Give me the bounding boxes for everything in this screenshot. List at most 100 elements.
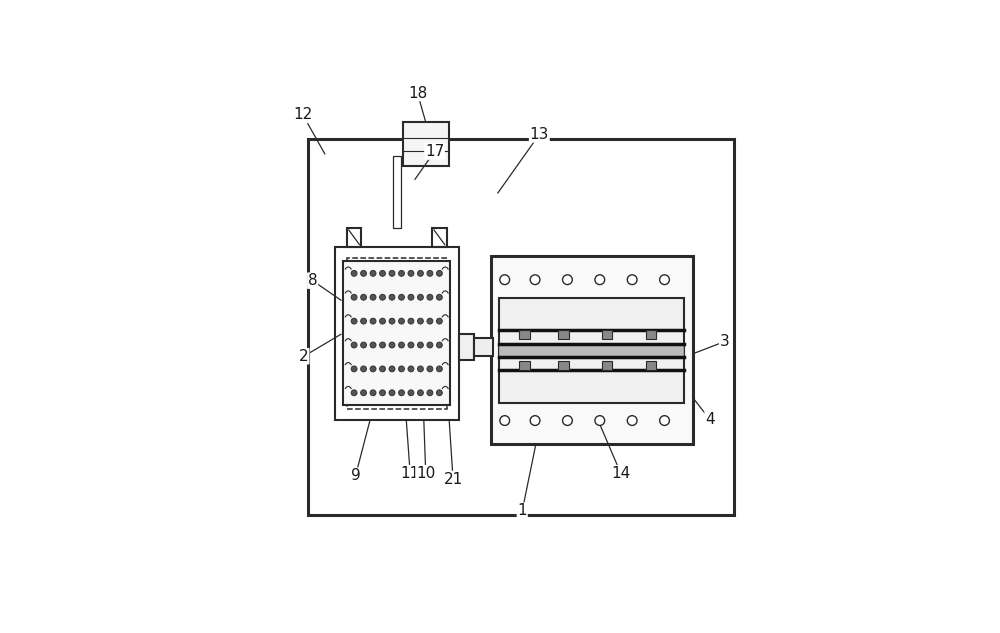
- Circle shape: [380, 270, 385, 276]
- Bar: [403, 122, 449, 166]
- Circle shape: [361, 294, 366, 300]
- Circle shape: [418, 390, 423, 396]
- Circle shape: [399, 270, 404, 276]
- Circle shape: [389, 366, 395, 372]
- Circle shape: [351, 270, 357, 276]
- Circle shape: [408, 390, 414, 396]
- Circle shape: [436, 342, 442, 348]
- Bar: [335, 247, 459, 420]
- Circle shape: [427, 318, 433, 324]
- Circle shape: [370, 318, 376, 324]
- Circle shape: [408, 342, 414, 348]
- Circle shape: [595, 416, 605, 425]
- Circle shape: [408, 318, 414, 324]
- Circle shape: [660, 275, 669, 285]
- Circle shape: [427, 270, 433, 276]
- Bar: [347, 228, 361, 247]
- Bar: [343, 261, 450, 405]
- Circle shape: [595, 275, 605, 285]
- Circle shape: [389, 294, 395, 300]
- Circle shape: [399, 294, 404, 300]
- Bar: [646, 330, 656, 339]
- Circle shape: [418, 294, 423, 300]
- Text: 1: 1: [517, 503, 527, 518]
- Circle shape: [436, 318, 442, 324]
- Text: 17: 17: [425, 144, 444, 159]
- Circle shape: [627, 416, 637, 425]
- Text: 2: 2: [299, 349, 309, 364]
- Text: 8: 8: [308, 273, 317, 288]
- Circle shape: [530, 275, 540, 285]
- Bar: [499, 344, 684, 357]
- Circle shape: [370, 270, 376, 276]
- Circle shape: [361, 390, 366, 396]
- Circle shape: [370, 366, 376, 372]
- Circle shape: [361, 366, 366, 372]
- Text: 4: 4: [705, 412, 715, 427]
- Circle shape: [399, 390, 404, 396]
- Circle shape: [418, 270, 423, 276]
- Bar: [558, 361, 569, 370]
- Circle shape: [408, 294, 414, 300]
- Circle shape: [351, 294, 357, 300]
- Circle shape: [399, 318, 404, 324]
- Bar: [347, 258, 447, 409]
- Circle shape: [427, 294, 433, 300]
- Text: 12: 12: [293, 108, 313, 122]
- Bar: [519, 330, 530, 339]
- Circle shape: [436, 390, 442, 396]
- Bar: [308, 139, 734, 515]
- Circle shape: [370, 390, 376, 396]
- Circle shape: [436, 270, 442, 276]
- Circle shape: [408, 366, 414, 372]
- Bar: [602, 361, 612, 370]
- Circle shape: [563, 275, 572, 285]
- Text: 10: 10: [416, 466, 435, 480]
- Circle shape: [408, 270, 414, 276]
- Bar: [432, 228, 447, 247]
- Circle shape: [399, 366, 404, 372]
- Bar: [558, 330, 569, 339]
- Text: 13: 13: [530, 127, 549, 142]
- Circle shape: [351, 366, 357, 372]
- Bar: [474, 337, 493, 356]
- Circle shape: [380, 342, 385, 348]
- Circle shape: [351, 342, 357, 348]
- Bar: [393, 156, 401, 228]
- Circle shape: [418, 318, 423, 324]
- Circle shape: [389, 342, 395, 348]
- Circle shape: [436, 366, 442, 372]
- Circle shape: [380, 390, 385, 396]
- Circle shape: [380, 294, 385, 300]
- Circle shape: [380, 366, 385, 372]
- Text: 14: 14: [611, 466, 630, 480]
- Bar: [602, 330, 612, 339]
- Circle shape: [370, 342, 376, 348]
- Circle shape: [389, 318, 395, 324]
- Circle shape: [399, 342, 404, 348]
- Bar: [519, 361, 530, 370]
- Circle shape: [351, 318, 357, 324]
- Circle shape: [500, 275, 510, 285]
- Circle shape: [660, 416, 669, 425]
- Circle shape: [427, 390, 433, 396]
- Circle shape: [563, 416, 572, 425]
- Circle shape: [418, 366, 423, 372]
- Bar: [499, 298, 684, 403]
- Text: 11: 11: [401, 466, 420, 480]
- Circle shape: [427, 366, 433, 372]
- Text: 21: 21: [443, 472, 463, 487]
- Circle shape: [361, 318, 366, 324]
- Circle shape: [361, 342, 366, 348]
- Circle shape: [389, 390, 395, 396]
- Bar: [491, 256, 693, 444]
- Bar: [459, 334, 474, 360]
- Circle shape: [418, 342, 423, 348]
- Circle shape: [389, 270, 395, 276]
- Text: 3: 3: [720, 334, 729, 349]
- Circle shape: [380, 318, 385, 324]
- Circle shape: [436, 294, 442, 300]
- Circle shape: [627, 275, 637, 285]
- Circle shape: [351, 390, 357, 396]
- Circle shape: [530, 416, 540, 425]
